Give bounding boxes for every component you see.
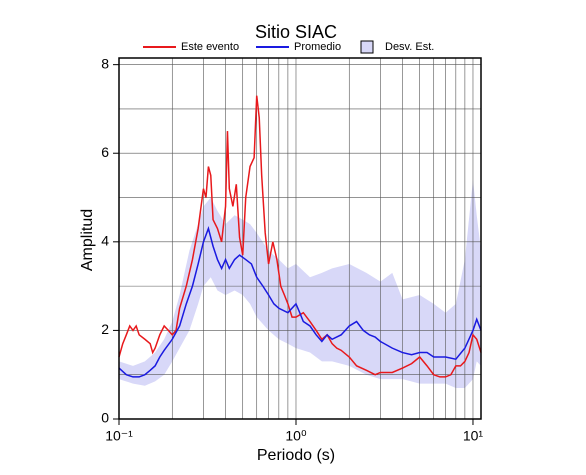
series-line [118, 95, 482, 378]
y-axis-label: Amplitud [79, 209, 96, 271]
y-tick-label: 8 [101, 55, 109, 71]
x-tick-label: 10⁻¹ [105, 428, 133, 444]
chart-title: Sitio SIAC [255, 22, 337, 42]
y-tick-label: 4 [101, 233, 109, 249]
x-axis-label: Periodo (s) [257, 447, 335, 464]
x-tick-label: 10⁰ [285, 428, 307, 444]
x-tick-label: 10¹ [463, 428, 484, 444]
y-tick-label: 0 [101, 410, 109, 426]
y-tick-label: 6 [101, 144, 109, 160]
series-line [118, 226, 482, 378]
y-tick-label: 2 [101, 321, 109, 337]
legend-label: Promedio [294, 41, 341, 53]
std-band [119, 179, 481, 388]
plot-frame [118, 57, 482, 420]
legend-label: Desv. Est. [385, 41, 434, 53]
legend-label: Este evento [181, 41, 239, 53]
legend-swatch [360, 40, 374, 54]
